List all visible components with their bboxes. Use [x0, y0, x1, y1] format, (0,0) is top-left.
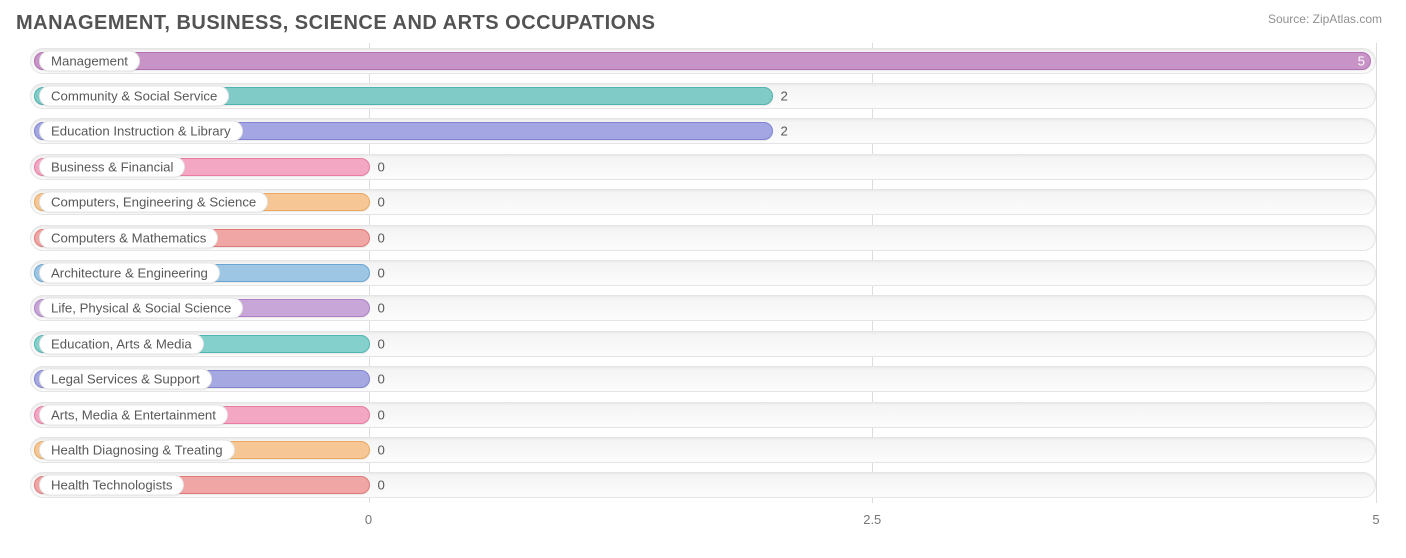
bar-value-label: 0 — [378, 407, 385, 422]
chart-container: MANAGEMENT, BUSINESS, SCIENCE AND ARTS O… — [0, 0, 1406, 558]
bar-label-pill: Education, Arts & Media — [39, 333, 204, 354]
chart-area: Management5Community & Social Service2Ed… — [16, 43, 1390, 533]
bar-track: Architecture & Engineering 0 — [30, 260, 1376, 286]
source-prefix: Source: — [1268, 12, 1313, 26]
bar-value-label: 0 — [378, 336, 385, 351]
bar-row: Business & Financial 0 — [30, 149, 1376, 184]
bar-track: Community & Social Service 2 — [30, 83, 1376, 109]
bar-label-pill: Computers, Engineering & Science — [39, 192, 268, 213]
bar-row: Computers, Engineering & Science 0 — [30, 185, 1376, 220]
bar-value-label: 0 — [378, 478, 385, 493]
bar-label-pill: Architecture & Engineering — [39, 263, 220, 284]
bar-value-label: 0 — [378, 159, 385, 174]
bar-value-label: 0 — [378, 442, 385, 457]
bar-value-label: 0 — [378, 230, 385, 245]
bar-label-pill: Health Diagnosing & Treating — [39, 439, 235, 460]
bar-fill — [34, 52, 1371, 70]
chart-title: MANAGEMENT, BUSINESS, SCIENCE AND ARTS O… — [16, 12, 1390, 35]
source-attribution: Source: ZipAtlas.com — [1268, 12, 1382, 26]
bar-track: Computers & Mathematics 0 — [30, 225, 1376, 251]
bar-value-label: 0 — [378, 301, 385, 316]
x-tick-label: 2.5 — [863, 512, 881, 527]
bar-label-pill: Business & Financial — [39, 156, 185, 177]
source-name: ZipAtlas.com — [1313, 12, 1382, 26]
bar-label-pill: Computers & Mathematics — [39, 227, 218, 248]
bar-label-pill: Management — [39, 50, 140, 71]
bar-row: Life, Physical & Social Science 0 — [30, 291, 1376, 326]
bar-row: Computers & Mathematics 0 — [30, 220, 1376, 255]
bar-track: Business & Financial 0 — [30, 154, 1376, 180]
bar-row: Arts, Media & Entertainment 0 — [30, 397, 1376, 432]
bar-label-pill: Legal Services & Support — [39, 369, 212, 390]
bar-row: Community & Social Service 2 — [30, 78, 1376, 113]
bar-value-label: 5 — [1358, 53, 1365, 68]
bar-track: Health Technologists 0 — [30, 472, 1376, 498]
bar-value-label: 2 — [781, 124, 788, 139]
bar-row: Education, Arts & Media 0 — [30, 326, 1376, 361]
bar-row: Architecture & Engineering 0 — [30, 255, 1376, 290]
bar-value-label: 2 — [781, 89, 788, 104]
plot: Management5Community & Social Service2Ed… — [30, 43, 1376, 503]
bar-value-label: 0 — [378, 266, 385, 281]
bar-row: Education Instruction & Library 2 — [30, 114, 1376, 149]
bar-row: Legal Services & Support 0 — [30, 362, 1376, 397]
bar-label-pill: Life, Physical & Social Science — [39, 298, 243, 319]
bar-label-pill: Health Technologists — [39, 475, 184, 496]
bar-track: Health Diagnosing & Treating 0 — [30, 437, 1376, 463]
bar-track: Education, Arts & Media 0 — [30, 331, 1376, 357]
bar-label-pill: Education Instruction & Library — [39, 121, 243, 142]
bar-track: Education Instruction & Library 2 — [30, 118, 1376, 144]
bar-track: Arts, Media & Entertainment 0 — [30, 402, 1376, 428]
bar-track: Life, Physical & Social Science 0 — [30, 295, 1376, 321]
x-tick-label: 0 — [365, 512, 372, 527]
grid-line — [1376, 43, 1377, 503]
bar-label-pill: Community & Social Service — [39, 86, 229, 107]
bar-row: Management 5 — [30, 43, 1376, 78]
bar-row: Health Technologists 0 — [30, 468, 1376, 503]
bar-value-label: 0 — [378, 195, 385, 210]
bar-track: Management 5 — [30, 48, 1376, 74]
bar-row: Health Diagnosing & Treating 0 — [30, 432, 1376, 467]
x-tick-label: 5 — [1372, 512, 1379, 527]
bar-value-label: 0 — [378, 372, 385, 387]
bar-track: Computers, Engineering & Science 0 — [30, 189, 1376, 215]
bar-label-pill: Arts, Media & Entertainment — [39, 404, 228, 425]
bar-track: Legal Services & Support 0 — [30, 366, 1376, 392]
